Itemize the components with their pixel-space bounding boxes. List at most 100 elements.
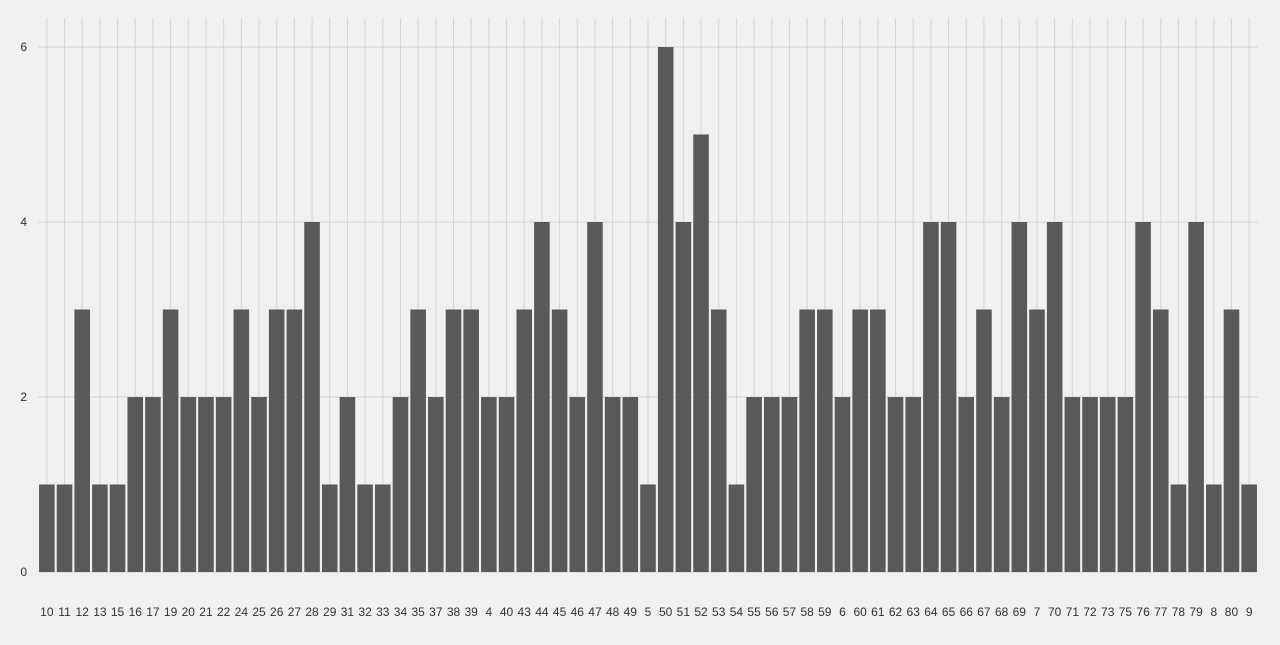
x-tick-label: 53 xyxy=(712,605,726,619)
x-tick-label: 59 xyxy=(818,605,832,619)
bar-56 xyxy=(763,397,780,572)
x-tick-label: 56 xyxy=(765,605,779,619)
x-tick-label: 69 xyxy=(1013,605,1027,619)
y-axis-ticks: 0 2 4 6 xyxy=(20,40,27,579)
bar-35 xyxy=(410,309,426,572)
bar-19 xyxy=(162,309,179,572)
bar-57 xyxy=(781,397,798,572)
x-tick-label: 34 xyxy=(394,605,408,619)
bar-80 xyxy=(1223,309,1240,572)
bar-40 xyxy=(498,397,515,572)
bar-53 xyxy=(710,309,727,572)
x-tick-label: 13 xyxy=(93,605,107,619)
bar-63 xyxy=(905,397,921,572)
x-tick-label: 17 xyxy=(146,605,160,619)
x-tick-label: 40 xyxy=(500,605,514,619)
x-tick-label: 31 xyxy=(341,605,355,619)
bar-4 xyxy=(481,397,497,572)
bar-21 xyxy=(198,397,214,572)
x-tick-label: 63 xyxy=(907,605,921,619)
x-tick-label: 61 xyxy=(871,605,885,619)
x-tick-label: 76 xyxy=(1136,605,1150,619)
x-tick-label: 27 xyxy=(288,605,302,619)
bar-43 xyxy=(516,309,533,572)
bar-25 xyxy=(251,397,267,572)
bar-75 xyxy=(1117,397,1134,572)
y-tick-label: 6 xyxy=(20,40,27,54)
x-tick-label: 10 xyxy=(40,605,54,619)
x-tick-label: 37 xyxy=(429,605,443,619)
bar-65 xyxy=(940,222,957,572)
bar-54 xyxy=(728,484,745,572)
bar-59 xyxy=(817,309,833,572)
x-tick-label: 4 xyxy=(486,605,493,619)
bar-6 xyxy=(834,397,851,572)
bar-46 xyxy=(569,397,586,572)
x-tick-label: 71 xyxy=(1066,605,1080,619)
x-tick-label: 72 xyxy=(1083,605,1097,619)
bar-29 xyxy=(321,484,338,572)
x-tick-label: 58 xyxy=(800,605,814,619)
bar-64 xyxy=(923,222,939,572)
x-tick-label: 20 xyxy=(182,605,196,619)
y-tick-label: 2 xyxy=(20,390,27,404)
bar-26 xyxy=(268,309,285,572)
x-tick-label: 64 xyxy=(924,605,938,619)
bar-7 xyxy=(1029,309,1045,572)
x-tick-label: 62 xyxy=(889,605,903,619)
x-tick-label: 9 xyxy=(1246,605,1253,619)
x-tick-label: 26 xyxy=(270,605,284,619)
bar-58 xyxy=(799,309,815,572)
x-tick-label: 32 xyxy=(358,605,372,619)
bar-45 xyxy=(551,309,568,572)
x-tick-label: 70 xyxy=(1048,605,1062,619)
bar-72 xyxy=(1082,397,1098,572)
x-tick-label: 11 xyxy=(58,605,71,619)
x-tick-label: 25 xyxy=(252,605,266,619)
x-tick-label: 55 xyxy=(747,605,761,619)
x-tick-label: 79 xyxy=(1189,605,1203,619)
bar-71 xyxy=(1064,397,1081,572)
bar-50 xyxy=(657,47,674,572)
x-tick-label: 54 xyxy=(730,605,744,619)
x-tick-label: 78 xyxy=(1172,605,1186,619)
x-tick-label: 7 xyxy=(1034,605,1041,619)
bars xyxy=(39,47,1257,572)
x-tick-label: 57 xyxy=(783,605,797,619)
bar-77 xyxy=(1152,309,1169,572)
x-tick-label: 29 xyxy=(323,605,337,619)
x-tick-label: 28 xyxy=(305,605,319,619)
bar-39 xyxy=(463,309,479,572)
x-tick-label: 66 xyxy=(960,605,974,619)
x-tick-label: 19 xyxy=(164,605,178,619)
y-tick-label: 4 xyxy=(20,215,27,229)
x-tick-label: 16 xyxy=(129,605,143,619)
bar-28 xyxy=(304,222,320,572)
bar-11 xyxy=(56,484,73,572)
bar-49 xyxy=(622,397,639,572)
bar-79 xyxy=(1188,222,1204,572)
bar-9 xyxy=(1241,484,1257,572)
x-tick-label: 50 xyxy=(659,605,673,619)
x-tick-label: 73 xyxy=(1101,605,1115,619)
x-tick-label: 8 xyxy=(1210,605,1217,619)
bar-55 xyxy=(746,397,762,572)
bar-52 xyxy=(693,134,709,572)
x-tick-label: 22 xyxy=(217,605,231,619)
bar-37 xyxy=(428,397,444,572)
x-tick-label: 5 xyxy=(645,605,652,619)
bar-70 xyxy=(1046,222,1063,572)
bar-5 xyxy=(640,484,656,572)
bar-20 xyxy=(180,397,197,572)
x-tick-label: 65 xyxy=(942,605,956,619)
x-tick-label: 48 xyxy=(606,605,620,619)
x-tick-label: 15 xyxy=(111,605,125,619)
bar-17 xyxy=(145,397,161,572)
bar-76 xyxy=(1135,222,1151,572)
x-tick-label: 24 xyxy=(235,605,249,619)
bar-66 xyxy=(958,397,975,572)
x-tick-label: 47 xyxy=(588,605,602,619)
x-tick-label: 60 xyxy=(853,605,867,619)
